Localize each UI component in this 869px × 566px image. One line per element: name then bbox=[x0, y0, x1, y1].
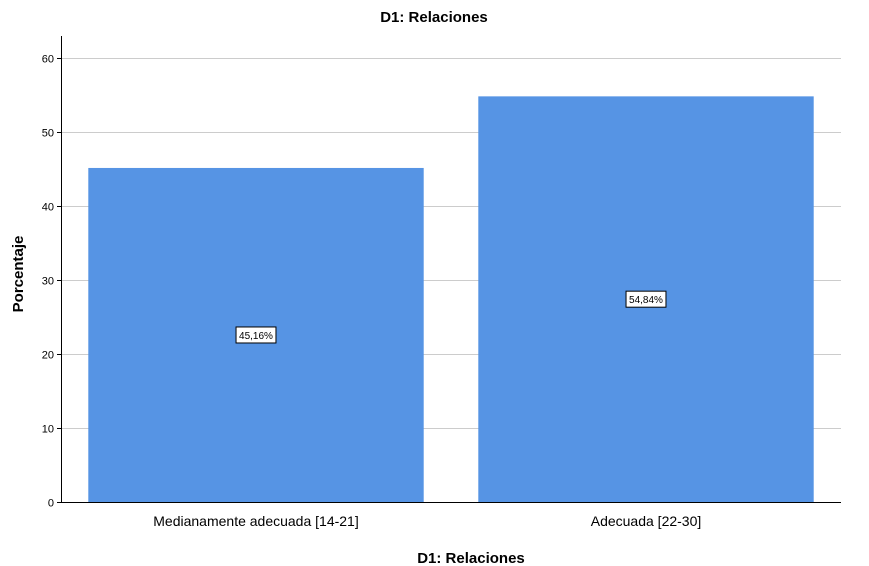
bars bbox=[88, 96, 814, 503]
y-tick-label: 60 bbox=[42, 54, 54, 66]
y-tick-label: 30 bbox=[42, 276, 54, 288]
y-axis-label: Porcentaje bbox=[10, 236, 27, 313]
data-label-box bbox=[235, 326, 277, 344]
chart-title: D1: Relaciones bbox=[380, 9, 488, 26]
data-label-box bbox=[625, 290, 667, 308]
x-axis-label: D1: Relaciones bbox=[417, 550, 525, 566]
data-labels: 45,16% 54,84% bbox=[235, 290, 667, 344]
y-tick-label: 10 bbox=[42, 424, 54, 436]
x-tick-label: Adecuada [22-30] bbox=[591, 513, 702, 529]
y-tick-label: 0 bbox=[48, 498, 54, 510]
x-tick-label: Medianamente adecuada [14-21] bbox=[153, 513, 358, 529]
data-label: 54,84% bbox=[625, 290, 667, 308]
y-tick-label: 50 bbox=[42, 128, 54, 140]
data-label-text: 45,16% bbox=[239, 331, 273, 342]
data-label: 45,16% bbox=[235, 326, 277, 344]
axes: 0 10 20 30 40 50 60 Medianamente adecuada [14-2… bbox=[42, 36, 841, 529]
y-tick-label: 40 bbox=[42, 202, 54, 214]
y-tick-label: 20 bbox=[42, 350, 54, 362]
data-label-text: 54,84% bbox=[629, 295, 663, 306]
